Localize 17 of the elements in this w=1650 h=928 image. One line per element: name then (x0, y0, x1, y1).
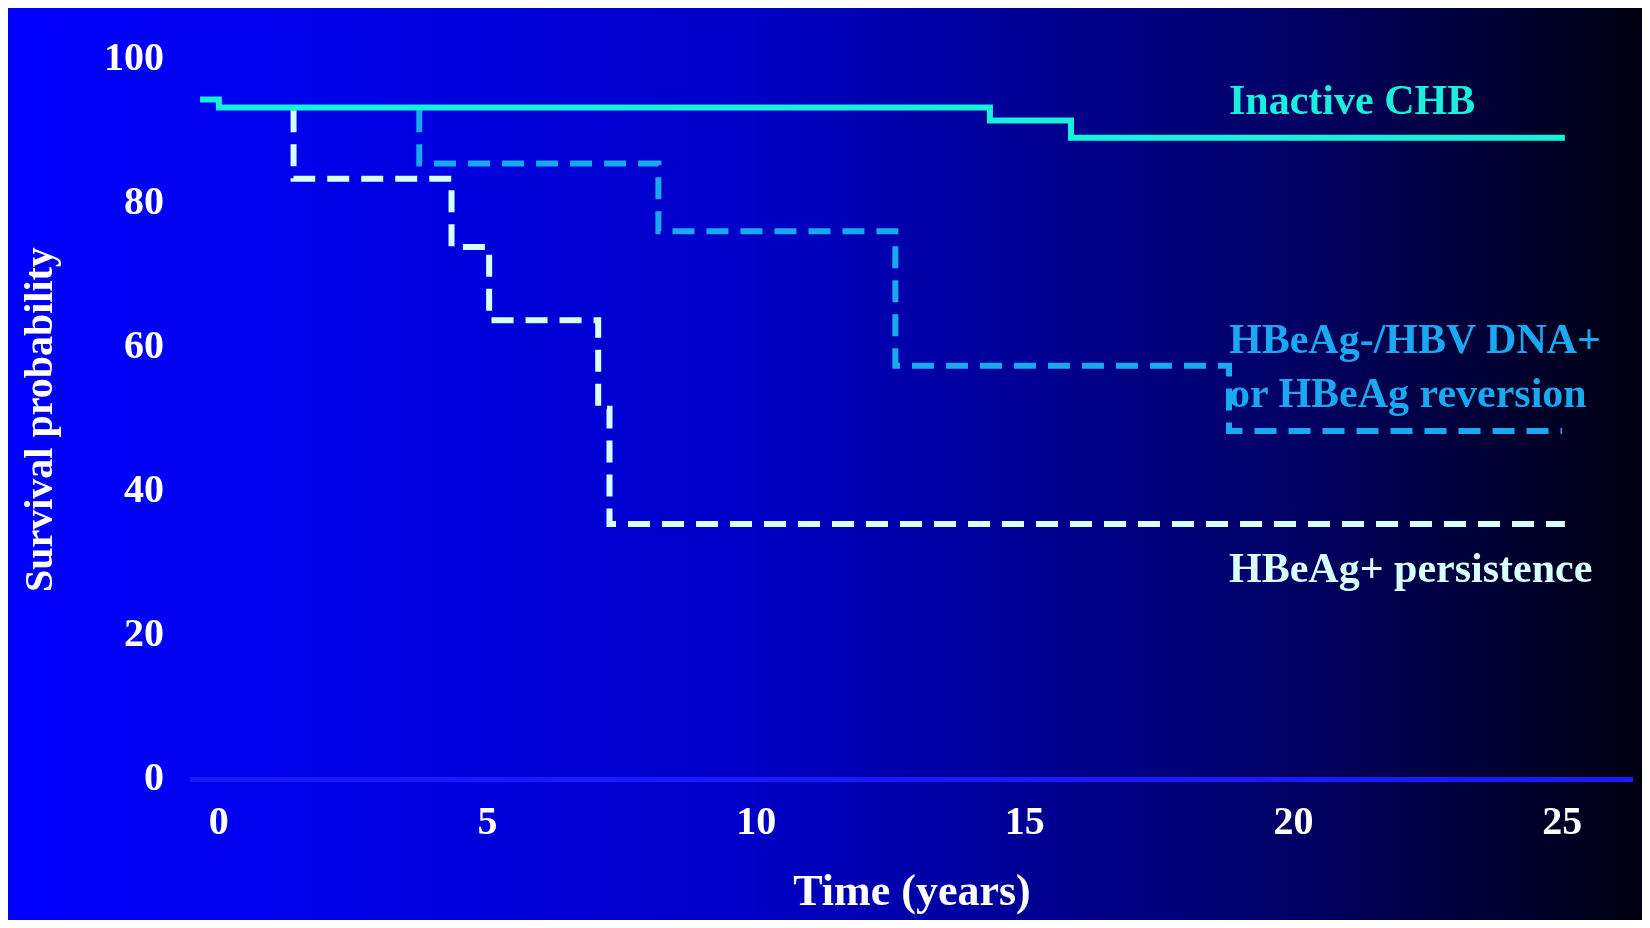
x-tick-label: 10 (736, 797, 777, 843)
series-label: HBeAg+ persistence (1229, 544, 1593, 591)
x-tick-label: 20 (1273, 797, 1314, 843)
y-tick-label: 100 (104, 34, 164, 80)
y-tick-label: 80 (124, 178, 164, 224)
y-axis-title: Survival probability (16, 247, 62, 593)
x-tick-label: 5 (477, 797, 498, 843)
x-tick-label: 25 (1542, 797, 1583, 843)
y-tick-label: 20 (124, 609, 164, 655)
x-tick-label: 15 (1004, 797, 1045, 843)
y-tick-label: 0 (144, 753, 164, 799)
x-axis-title: Time (years) (793, 865, 1031, 915)
y-tick-label: 60 (124, 322, 164, 368)
x-tick-label: 0 (208, 797, 229, 843)
series-label: Inactive CHB (1229, 76, 1476, 123)
y-tick-label: 40 (124, 465, 164, 511)
series-label: HBeAg-/HBV DNA+ or HBeAg reversion (1229, 315, 1602, 416)
